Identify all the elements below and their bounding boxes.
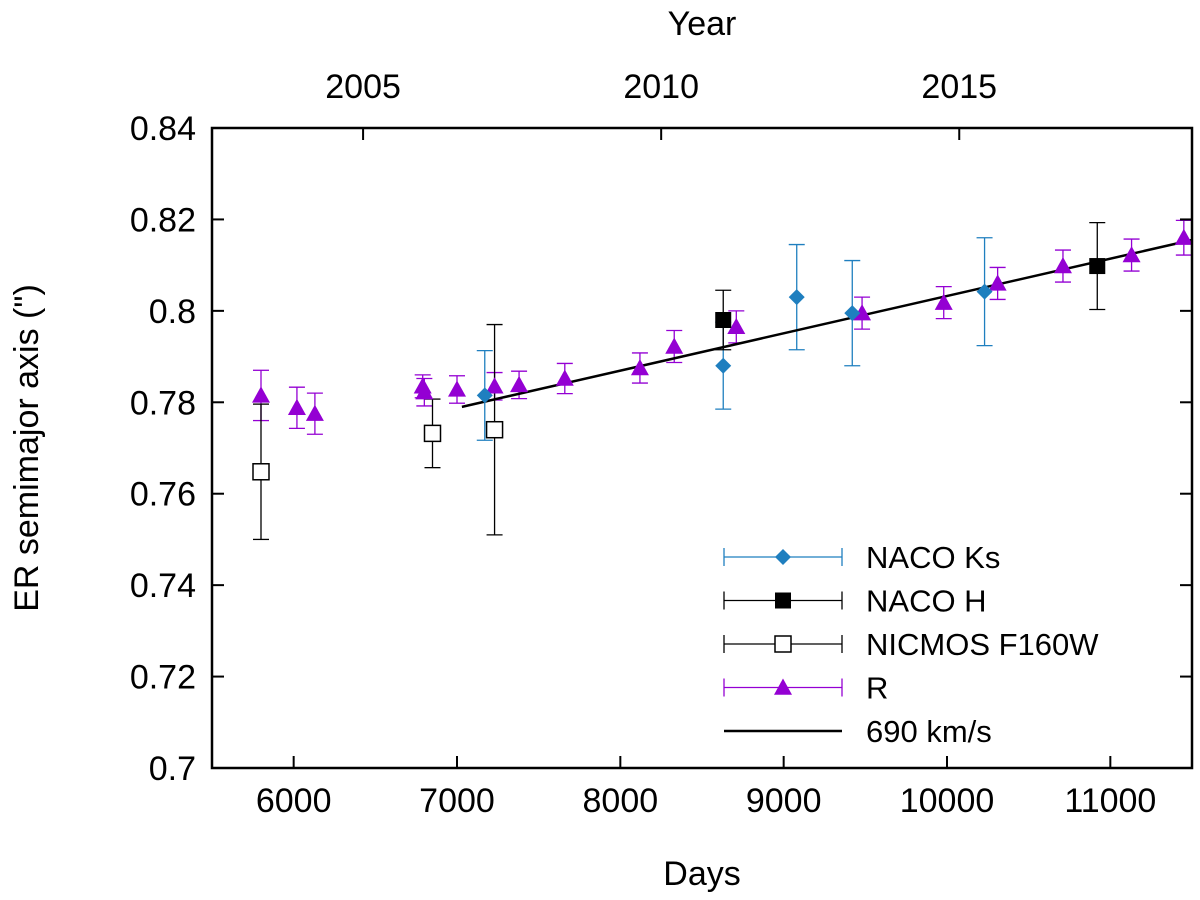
naco-ks-point bbox=[715, 357, 732, 374]
naco-h-point bbox=[1089, 258, 1106, 275]
r-point bbox=[934, 293, 953, 310]
r-point bbox=[448, 380, 466, 397]
naco-ks-point bbox=[788, 289, 805, 306]
nicmos-f160w-point bbox=[252, 463, 270, 481]
x-tick-label: 11000 bbox=[1064, 782, 1156, 820]
x-tick-label: 9000 bbox=[746, 782, 822, 820]
legend-label: NICMOS F160W bbox=[866, 627, 1099, 662]
top-year-tick-labels: 2005 2010 2015 bbox=[325, 68, 997, 106]
r-point bbox=[485, 377, 504, 394]
x-tick-label: 10000 bbox=[900, 782, 995, 820]
r-point bbox=[988, 274, 1007, 291]
y-tick-label: 0.8 bbox=[149, 293, 196, 331]
r-point bbox=[1174, 228, 1193, 245]
y-axis-title: ER semimajor axis (") bbox=[8, 284, 46, 612]
legend-entry: 690 km/s bbox=[724, 714, 992, 749]
legend-entry: NACO H bbox=[723, 584, 987, 619]
naco-ks-point bbox=[976, 283, 993, 300]
r-point bbox=[853, 304, 872, 321]
naco-h-point bbox=[715, 312, 732, 328]
x-tick-label: 7000 bbox=[419, 782, 495, 820]
r-point bbox=[287, 398, 306, 415]
legend-entry: NICMOS F160W bbox=[723, 627, 1099, 662]
data-markers bbox=[252, 228, 1193, 481]
y-tick-label: 0.82 bbox=[130, 201, 196, 239]
y-tick-label: 0.78 bbox=[130, 384, 196, 422]
x-tick-label: 6000 bbox=[256, 782, 332, 820]
r-point bbox=[630, 359, 649, 376]
x-tick-labels: 6000 7000 8000 9000 10000 11000 bbox=[256, 782, 1157, 820]
legend-entry: R bbox=[723, 671, 888, 706]
fit-line-group bbox=[461, 238, 1193, 409]
legend-label: 690 km/s bbox=[866, 714, 992, 749]
x-tick-label: 8000 bbox=[583, 782, 659, 820]
y-tick-label: 0.7 bbox=[149, 750, 196, 788]
top-year-tick-label: 2010 bbox=[623, 68, 699, 106]
y-tick-label: 0.84 bbox=[130, 110, 196, 148]
nicmos-f160w-point bbox=[423, 424, 442, 443]
legend-marker bbox=[774, 635, 792, 653]
top-year-tick-label: 2015 bbox=[921, 68, 997, 106]
tick-marks bbox=[212, 127, 1192, 769]
naco-ks-point bbox=[476, 387, 493, 404]
r-point bbox=[510, 375, 529, 393]
naco-ks-point bbox=[844, 305, 861, 322]
legend-label: NACO Ks bbox=[866, 540, 1000, 575]
y-tick-label: 0.74 bbox=[130, 567, 196, 605]
r-point bbox=[1122, 246, 1141, 263]
r-point bbox=[252, 386, 270, 403]
nicmos-f160w-point bbox=[485, 420, 504, 439]
r-point bbox=[305, 404, 324, 421]
fit-line-690-kms bbox=[461, 238, 1193, 409]
r-point bbox=[415, 383, 434, 400]
r-point bbox=[665, 337, 684, 354]
legend-marker bbox=[775, 592, 791, 609]
plot-frame bbox=[210, 126, 1194, 770]
legend-label: NACO H bbox=[866, 584, 987, 619]
legend: NACO Ks NACO H NICMOS F160W R 690 km/s bbox=[723, 540, 1099, 749]
y-tick-label: 0.76 bbox=[130, 476, 196, 514]
y-tick-labels: 0.7 0.72 0.74 0.76 0.78 0.8 0.82 0.84 bbox=[130, 110, 196, 788]
r-point bbox=[1053, 257, 1072, 274]
x-axis-title: Days bbox=[663, 855, 740, 893]
r-point bbox=[727, 317, 746, 335]
legend-marker bbox=[775, 549, 791, 565]
legend-entry: NACO Ks bbox=[723, 540, 1000, 575]
top-axis-title: Year bbox=[668, 5, 737, 43]
r-point bbox=[555, 369, 574, 386]
legend-marker bbox=[774, 678, 792, 695]
y-tick-label: 0.72 bbox=[130, 659, 196, 697]
error-bars bbox=[253, 219, 1192, 541]
legend-label: R bbox=[866, 671, 888, 706]
top-year-tick-label: 2005 bbox=[325, 68, 401, 106]
